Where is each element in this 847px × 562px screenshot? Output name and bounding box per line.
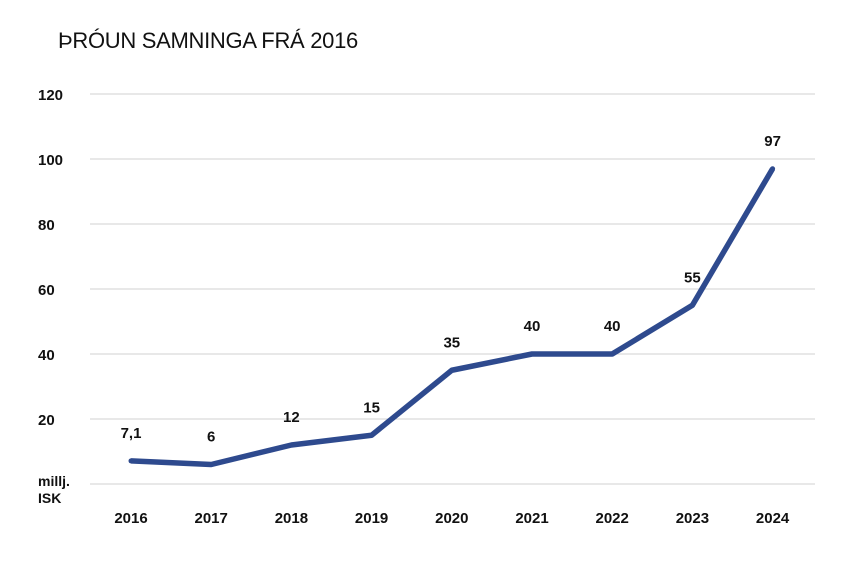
data-point-2022 (609, 351, 615, 357)
data-label-2024: 97 (764, 133, 781, 150)
x-tick-label-2024: 2024 (756, 510, 790, 527)
data-label-2016: 7,1 (121, 425, 142, 442)
y-tick-label-80: 80 (38, 217, 55, 234)
x-tick-label-2016: 2016 (114, 510, 147, 527)
data-point-2019 (369, 432, 375, 438)
y-tick-label-100: 100 (38, 152, 63, 169)
data-point-2017 (208, 462, 214, 467)
data-label-2018: 12 (283, 409, 300, 426)
x-tick-label-2023: 2023 (676, 510, 709, 527)
x-tick-label-2018: 2018 (275, 510, 308, 527)
gridlines (90, 93, 815, 485)
x-axis-tick-labels: 2016 2017 2018 2019 2020 2021 2022 2023 2024 (114, 510, 790, 527)
y-axis-tick-labels: 120 100 80 60 40 20 (38, 87, 63, 429)
data-point-2020 (449, 367, 455, 373)
y-axis-unit-label: millj.ISK (38, 473, 70, 506)
data-label-2022: 40 (604, 318, 621, 335)
data-label-2021: 40 (524, 318, 541, 335)
data-labels: 7,1 6 12 15 35 40 40 55 97 (121, 133, 781, 446)
x-tick-label-2021: 2021 (515, 510, 548, 527)
series-line-layer (128, 166, 776, 468)
unit-label-line-2: ISK (38, 490, 61, 506)
data-point-2024 (770, 166, 776, 172)
y-tick-label-20: 20 (38, 412, 55, 429)
chart-title: ÞRÓUN SAMNINGA FRÁ 2016 (58, 28, 358, 53)
y-tick-label-60: 60 (38, 282, 55, 299)
y-tick-label-40: 40 (38, 347, 55, 364)
series-line-1 (130, 167, 775, 468)
unit-label-line-1: millj. (38, 473, 70, 489)
data-label-2019: 15 (363, 399, 380, 416)
x-tick-label-2022: 2022 (596, 510, 629, 527)
x-tick-label-2020: 2020 (435, 510, 468, 527)
x-tick-label-2017: 2017 (195, 510, 228, 527)
data-point-2016 (128, 458, 134, 464)
data-point-2021 (529, 351, 535, 357)
data-label-2023: 55 (684, 269, 701, 286)
data-point-2018 (288, 442, 294, 448)
data-label-2020: 35 (443, 334, 460, 351)
y-tick-label-120: 120 (38, 87, 63, 104)
x-tick-label-2019: 2019 (355, 510, 388, 527)
data-label-2017: 6 (207, 429, 215, 446)
data-point-2023 (689, 302, 695, 308)
